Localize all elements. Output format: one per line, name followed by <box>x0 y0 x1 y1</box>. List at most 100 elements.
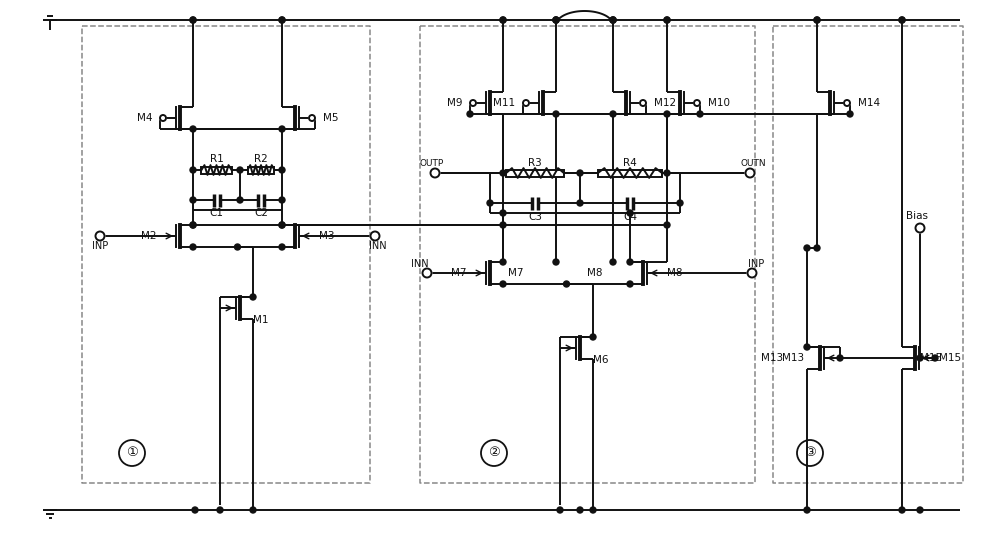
Circle shape <box>746 168 755 178</box>
Circle shape <box>553 259 559 265</box>
Circle shape <box>250 294 256 300</box>
Circle shape <box>160 115 166 121</box>
Circle shape <box>610 17 616 23</box>
Text: R4: R4 <box>623 158 637 167</box>
Circle shape <box>500 210 506 216</box>
Text: M10: M10 <box>708 98 730 108</box>
Text: C2: C2 <box>254 209 268 218</box>
Circle shape <box>640 100 646 106</box>
Text: M11: M11 <box>493 98 515 108</box>
Circle shape <box>279 17 285 23</box>
Text: ②: ② <box>488 447 500 459</box>
Circle shape <box>677 200 683 206</box>
Circle shape <box>279 126 285 132</box>
Text: M12: M12 <box>654 98 676 108</box>
Circle shape <box>279 197 285 203</box>
Circle shape <box>610 111 616 117</box>
Bar <box>598 169 662 176</box>
Text: INP: INP <box>748 259 764 269</box>
Text: M13: M13 <box>782 353 804 363</box>
Circle shape <box>190 197 196 203</box>
Circle shape <box>664 17 670 23</box>
Circle shape <box>610 259 616 265</box>
Text: INN: INN <box>369 241 387 251</box>
Text: OUTP: OUTP <box>420 159 444 168</box>
Circle shape <box>917 507 923 513</box>
Text: M8: M8 <box>667 268 682 278</box>
Circle shape <box>500 222 506 228</box>
Circle shape <box>487 200 493 206</box>
Circle shape <box>814 17 820 23</box>
Circle shape <box>422 268 432 278</box>
Circle shape <box>694 100 700 106</box>
Circle shape <box>804 507 810 513</box>
Circle shape <box>899 17 905 23</box>
Text: M8: M8 <box>588 268 603 278</box>
Circle shape <box>370 231 380 240</box>
Circle shape <box>190 222 196 228</box>
Circle shape <box>470 100 476 106</box>
Circle shape <box>557 507 563 513</box>
Circle shape <box>279 222 285 228</box>
Circle shape <box>664 222 670 228</box>
Circle shape <box>577 170 583 176</box>
Circle shape <box>500 281 506 287</box>
Circle shape <box>430 168 440 178</box>
Circle shape <box>564 281 570 287</box>
Circle shape <box>577 200 583 206</box>
Circle shape <box>237 197 243 203</box>
Circle shape <box>664 170 670 176</box>
Text: M7: M7 <box>508 268 524 278</box>
Circle shape <box>664 111 670 117</box>
Circle shape <box>899 17 905 23</box>
Circle shape <box>553 17 559 23</box>
Circle shape <box>899 507 905 513</box>
Circle shape <box>190 167 196 173</box>
Circle shape <box>627 210 633 216</box>
Circle shape <box>279 167 285 173</box>
Circle shape <box>610 17 616 23</box>
Circle shape <box>844 100 850 106</box>
Text: Bias: Bias <box>906 211 928 221</box>
Bar <box>201 166 232 173</box>
Circle shape <box>279 244 285 250</box>
Circle shape <box>234 244 240 250</box>
Circle shape <box>804 344 810 350</box>
Circle shape <box>553 17 559 23</box>
Text: M14: M14 <box>858 98 880 108</box>
Circle shape <box>467 111 473 117</box>
Circle shape <box>590 334 596 340</box>
Circle shape <box>500 259 506 265</box>
Circle shape <box>627 259 633 265</box>
Text: M6: M6 <box>593 355 608 365</box>
Text: ①: ① <box>126 447 138 459</box>
Circle shape <box>590 507 596 513</box>
Text: OUTN: OUTN <box>740 159 766 168</box>
Circle shape <box>610 17 616 23</box>
Text: C4: C4 <box>623 211 637 222</box>
Circle shape <box>917 355 923 361</box>
Text: M3: M3 <box>319 231 334 241</box>
Text: M9: M9 <box>446 98 462 108</box>
Circle shape <box>309 115 315 121</box>
Text: M7: M7 <box>450 268 466 278</box>
Circle shape <box>279 222 285 228</box>
Bar <box>248 166 274 173</box>
Circle shape <box>553 17 559 23</box>
Circle shape <box>553 111 559 117</box>
Circle shape <box>237 167 243 173</box>
Text: M4: M4 <box>136 113 152 123</box>
Bar <box>506 169 564 176</box>
Text: R2: R2 <box>254 154 268 165</box>
Text: R1: R1 <box>210 154 223 165</box>
Circle shape <box>577 507 583 513</box>
Text: M2: M2 <box>140 231 156 241</box>
Circle shape <box>664 17 670 23</box>
Circle shape <box>814 17 820 23</box>
Text: INN: INN <box>411 259 429 269</box>
Text: C3: C3 <box>528 211 542 222</box>
Text: M15: M15 <box>920 353 942 363</box>
Circle shape <box>627 281 633 287</box>
Circle shape <box>748 268 757 278</box>
Text: INP: INP <box>92 241 108 251</box>
